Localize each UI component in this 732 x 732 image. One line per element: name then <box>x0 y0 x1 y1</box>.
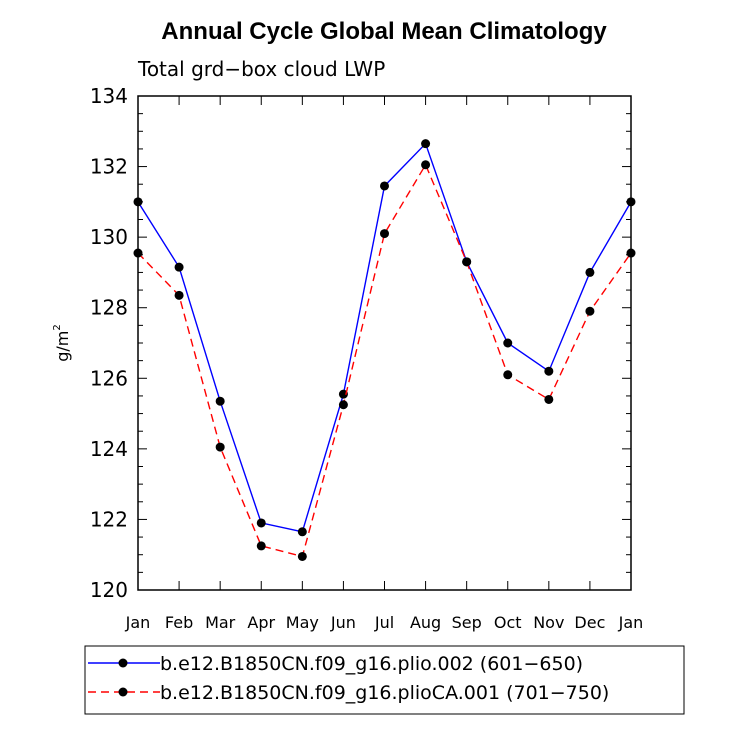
series-2 <box>133 160 636 561</box>
x-tick-label: Feb <box>165 613 193 632</box>
data-point <box>421 160 431 170</box>
legend-item-2: b.e12.B1850CN.f09_g16.plioCA.001 (701−75… <box>88 682 609 704</box>
chart-subtitle: Total grd−box cloud LWP <box>137 57 385 81</box>
x-tick-label: Aug <box>410 613 441 632</box>
x-tick-label: Oct <box>494 613 522 632</box>
plot-frame <box>137 95 632 591</box>
data-point <box>133 248 143 258</box>
series-1 <box>133 139 636 537</box>
x-tick-label: Mar <box>205 613 236 632</box>
x-tick-label: Apr <box>247 613 275 632</box>
legend-box <box>84 645 685 715</box>
y-tick-label: 126 <box>90 366 128 390</box>
y-tick-label: 130 <box>90 225 128 249</box>
data-point <box>626 248 636 258</box>
data-point <box>462 257 472 267</box>
data-point <box>421 139 431 149</box>
y-tick-label: 134 <box>90 84 128 108</box>
data-point <box>503 338 513 348</box>
x-tick-label: Jan <box>125 613 151 632</box>
data-point <box>380 229 389 239</box>
data-point <box>338 400 348 410</box>
data-point <box>133 197 143 207</box>
legend-label: b.e12.B1850CN.f09_g16.plio.002 (601−650) <box>160 653 583 675</box>
x-tick-label: Sep <box>452 613 482 632</box>
y-tick-label: 124 <box>90 437 128 461</box>
data-point <box>215 442 225 452</box>
data-point <box>585 267 595 277</box>
data-point <box>544 366 554 376</box>
data-point <box>256 518 266 528</box>
y-axis-label: g/m2 <box>52 324 72 362</box>
series-line <box>137 163 632 558</box>
x-tick-label: May <box>286 613 319 632</box>
y-tick-label: 128 <box>90 296 128 320</box>
x-tick-label: Jan <box>618 613 644 632</box>
data-point <box>297 551 307 561</box>
y-tick-label: 132 <box>90 155 128 179</box>
y-tick-label: 122 <box>90 507 128 531</box>
series-line <box>137 142 632 533</box>
data-point <box>503 370 513 380</box>
data-point <box>297 527 307 537</box>
data-point <box>380 181 389 191</box>
x-tick-label: Jul <box>374 613 394 632</box>
data-point <box>585 306 595 316</box>
x-tick-label: Jun <box>330 613 356 632</box>
legend-item-1: b.e12.B1850CN.f09_g16.plio.002 (601−650) <box>88 653 583 675</box>
legend-marker <box>118 658 128 668</box>
data-point <box>215 396 225 406</box>
data-point <box>174 262 184 272</box>
data-point <box>256 541 266 551</box>
x-tick-label: Dec <box>574 613 605 632</box>
x-tick-label: Nov <box>533 613 564 632</box>
data-point <box>338 389 348 399</box>
y-tick-label: 120 <box>90 578 128 602</box>
legend-marker <box>118 687 128 697</box>
legend-label: b.e12.B1850CN.f09_g16.plioCA.001 (701−75… <box>160 682 609 704</box>
data-point <box>626 197 636 207</box>
chart-title: Annual Cycle Global Mean Climatology <box>161 18 607 45</box>
data-point <box>174 290 184 300</box>
data-point <box>544 394 554 404</box>
